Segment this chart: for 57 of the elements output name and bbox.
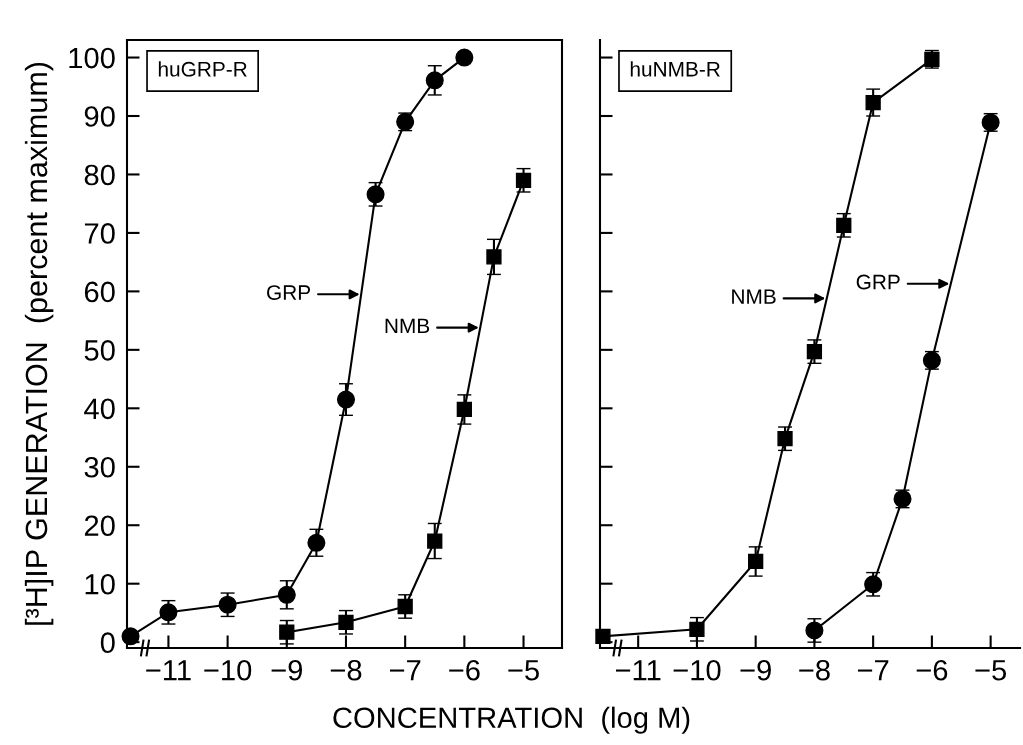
y-tick-label: 30	[84, 456, 115, 478]
x-tick-label: −8	[330, 659, 362, 681]
x-tick-label: −9	[271, 659, 303, 681]
x-axis-title: CONCENTRATION (log M)	[333, 706, 690, 734]
y-tick-label: 70	[84, 223, 115, 244]
point	[427, 533, 443, 549]
annotation: NMB	[732, 289, 776, 304]
y-tick-label: 60	[84, 281, 115, 303]
point	[777, 431, 793, 447]
point	[307, 533, 326, 552]
y-tick-label: 100	[69, 47, 115, 69]
y-tick-label: 80	[84, 164, 115, 186]
y-tick-label: 50	[84, 340, 115, 361]
point	[806, 343, 823, 360]
y-axis-title: [³H]IP GENERATION (percent maximum)	[24, 62, 54, 625]
point	[121, 627, 140, 646]
annotation: GRP	[856, 274, 900, 290]
y-tick-label: 10	[85, 573, 115, 595]
point	[689, 621, 705, 637]
point	[279, 624, 295, 640]
y-tick-label: 0	[100, 632, 115, 654]
point	[456, 401, 472, 418]
y-tick-label: 90	[84, 106, 115, 127]
annotation: NMB	[385, 318, 430, 334]
x-tick-label: −11	[146, 660, 191, 681]
x-tick-label: −6	[449, 659, 480, 681]
annotation: GRP	[267, 285, 311, 300]
x-tick-label: −11	[615, 660, 661, 681]
x-tick-label: −9	[740, 659, 771, 681]
point	[865, 94, 881, 111]
x-tick-label: −5	[975, 660, 1007, 681]
y-tick-label: 20	[84, 515, 115, 537]
point	[425, 71, 444, 90]
point	[486, 249, 502, 265]
point	[397, 598, 413, 615]
point	[366, 185, 385, 204]
point	[455, 48, 474, 67]
point	[748, 553, 764, 570]
text: huNMB-R	[630, 61, 720, 77]
x-tick-label: −7	[857, 660, 889, 681]
point	[805, 621, 824, 640]
x-tick-label: −6	[916, 659, 948, 681]
x-tick-label: −7	[389, 660, 421, 681]
point	[864, 575, 883, 594]
point	[836, 217, 852, 233]
point	[336, 390, 356, 409]
point	[338, 614, 354, 630]
point	[218, 595, 237, 614]
x-tick-label: −10	[204, 659, 252, 681]
text: huGRP-R	[158, 61, 247, 77]
x-tick-label: −5	[508, 660, 539, 681]
x-tick-label: −8	[799, 659, 830, 681]
point	[277, 585, 296, 604]
y-tick-label: 40	[84, 398, 115, 420]
point	[515, 172, 532, 188]
point	[159, 603, 178, 622]
x-tick-label: −10	[673, 659, 721, 681]
